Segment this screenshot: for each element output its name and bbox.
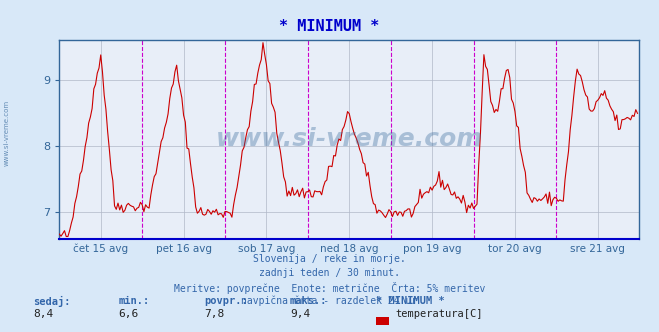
Text: Slovenija / reke in morje.: Slovenija / reke in morje. [253, 254, 406, 264]
Text: povpr.:: povpr.: [204, 296, 248, 306]
Text: 9,4: 9,4 [290, 309, 310, 319]
Text: www.si-vreme.com: www.si-vreme.com [3, 100, 10, 166]
Text: maks.:: maks.: [290, 296, 328, 306]
Text: * MINIMUM *: * MINIMUM * [279, 19, 380, 34]
Text: min.:: min.: [119, 296, 150, 306]
Text: 7,8: 7,8 [204, 309, 225, 319]
Text: 8,4: 8,4 [33, 309, 53, 319]
Text: Meritve: povprečne  Enote: metrične  Črta: 5% meritev: Meritve: povprečne Enote: metrične Črta:… [174, 282, 485, 294]
Text: sedaj:: sedaj: [33, 295, 71, 307]
Text: 6,6: 6,6 [119, 309, 139, 319]
Text: * MINIMUM *: * MINIMUM * [376, 296, 444, 306]
Text: temperatura[C]: temperatura[C] [395, 309, 483, 319]
Text: zadnji teden / 30 minut.: zadnji teden / 30 minut. [259, 268, 400, 278]
Text: www.si-vreme.com: www.si-vreme.com [215, 127, 483, 151]
Text: navpična črta - razdelek 24 ur: navpična črta - razdelek 24 ur [241, 296, 418, 306]
